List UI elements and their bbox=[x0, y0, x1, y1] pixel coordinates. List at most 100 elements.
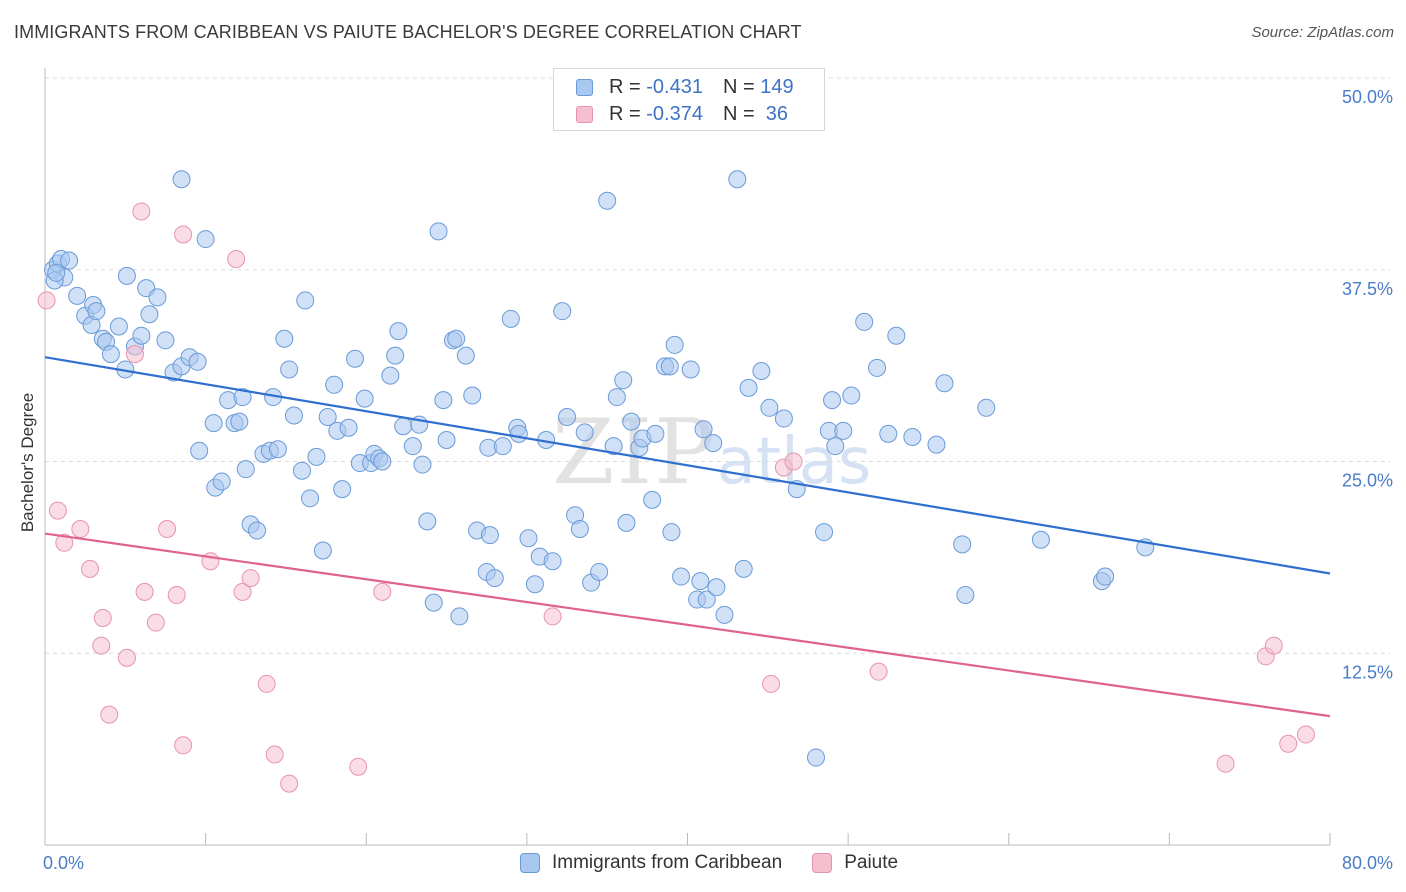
trend-lines bbox=[44, 356, 1331, 718]
r-label: R = bbox=[609, 75, 647, 98]
point-caribbean-91 bbox=[519, 529, 538, 548]
point-caribbean-90 bbox=[509, 424, 528, 443]
legend-label-paiute: Paiute bbox=[844, 852, 899, 873]
paiute-legend-swatch bbox=[812, 853, 833, 873]
point-paiute-30 bbox=[869, 662, 888, 681]
r-value: -0.374 bbox=[646, 102, 703, 125]
point-caribbean-131 bbox=[774, 409, 793, 428]
point-paiute-1 bbox=[48, 501, 67, 520]
point-caribbean-100 bbox=[575, 423, 594, 442]
n-label: N = bbox=[722, 102, 761, 125]
point-paiute-26 bbox=[543, 607, 562, 626]
point-paiute-11 bbox=[135, 582, 154, 601]
point-paiute-5 bbox=[93, 608, 112, 627]
point-caribbean-114 bbox=[660, 357, 679, 376]
legend-item-paiute: Paiute bbox=[812, 852, 898, 874]
point-caribbean-111 bbox=[643, 490, 662, 509]
point-caribbean-88 bbox=[501, 309, 520, 328]
point-caribbean-57 bbox=[339, 418, 358, 437]
point-caribbean-60 bbox=[355, 389, 374, 408]
point-paiute-29 bbox=[784, 452, 803, 471]
point-caribbean-14 bbox=[101, 345, 120, 364]
point-caribbean-6 bbox=[47, 263, 66, 282]
point-caribbean-116 bbox=[665, 335, 684, 354]
point-caribbean-53 bbox=[318, 408, 337, 427]
point-caribbean-106 bbox=[614, 371, 633, 390]
chart-title: IMMIGRANTS FROM CARIBBEAN VS PAIUTE BACH… bbox=[14, 22, 802, 42]
n-value: 149 bbox=[760, 75, 794, 98]
point-caribbean-78 bbox=[447, 329, 466, 348]
point-paiute-15 bbox=[174, 736, 193, 755]
point-paiute-25 bbox=[373, 582, 392, 601]
grid-lines bbox=[45, 77, 1390, 654]
point-paiute-18 bbox=[227, 250, 246, 269]
point-paiute-2 bbox=[55, 533, 74, 552]
point-caribbean-136 bbox=[823, 391, 842, 410]
point-caribbean-97 bbox=[558, 408, 577, 427]
point-caribbean-128 bbox=[739, 378, 758, 397]
point-caribbean-75 bbox=[434, 391, 453, 410]
r-value: -0.431 bbox=[646, 75, 703, 98]
point-caribbean-146 bbox=[935, 374, 954, 393]
point-caribbean-129 bbox=[752, 361, 771, 380]
trend-line-paiute bbox=[44, 532, 1331, 718]
r-label: R = bbox=[609, 102, 647, 125]
point-paiute-10 bbox=[132, 202, 151, 221]
point-caribbean-125 bbox=[715, 605, 734, 624]
point-caribbean-130 bbox=[760, 398, 779, 417]
point-caribbean-149 bbox=[977, 398, 996, 417]
point-paiute-33 bbox=[1264, 636, 1283, 655]
point-caribbean-81 bbox=[463, 386, 482, 405]
point-caribbean-144 bbox=[903, 427, 922, 446]
point-caribbean-17 bbox=[117, 266, 136, 285]
point-caribbean-108 bbox=[622, 412, 641, 431]
point-caribbean-138 bbox=[834, 421, 853, 440]
point-caribbean-85 bbox=[480, 526, 499, 545]
point-paiute-12 bbox=[146, 613, 165, 632]
point-caribbean-40 bbox=[248, 521, 267, 540]
point-paiute-19 bbox=[233, 582, 252, 601]
y-tick-label-1: 37.5% bbox=[1342, 279, 1393, 299]
point-paiute-8 bbox=[117, 648, 136, 667]
point-caribbean-72 bbox=[418, 512, 437, 531]
point-caribbean-36 bbox=[230, 412, 249, 431]
point-caribbean-33 bbox=[212, 472, 231, 491]
stats-legend-row-caribbean: R = -0.431 N = 149 bbox=[576, 75, 794, 99]
axis-labels: 50.0% 37.5% 25.0% 12.5% 0.0% 80.0% Bachelor's … bbox=[18, 87, 1393, 873]
data-points bbox=[37, 170, 1315, 793]
point-caribbean-45 bbox=[275, 329, 294, 348]
point-caribbean-150 bbox=[1031, 530, 1050, 549]
point-caribbean-117 bbox=[672, 567, 691, 586]
point-caribbean-52 bbox=[313, 541, 332, 560]
point-caribbean-58 bbox=[346, 349, 365, 368]
point-caribbean-121 bbox=[694, 420, 713, 439]
point-caribbean-15 bbox=[109, 317, 128, 336]
n-label: N = bbox=[722, 75, 761, 98]
stats-legend-row-paiute: R = -0.374 N = 36 bbox=[576, 102, 788, 126]
point-caribbean-48 bbox=[293, 461, 311, 480]
point-caribbean-127 bbox=[734, 559, 753, 578]
point-caribbean-95 bbox=[543, 552, 562, 571]
axes bbox=[44, 68, 1331, 846]
point-caribbean-51 bbox=[307, 447, 326, 466]
point-caribbean-69 bbox=[403, 437, 422, 456]
point-caribbean-103 bbox=[598, 191, 617, 210]
point-caribbean-66 bbox=[386, 346, 405, 365]
point-caribbean-54 bbox=[325, 375, 344, 394]
point-caribbean-134 bbox=[815, 523, 834, 542]
x-tick-label-0: 0.0% bbox=[43, 853, 84, 873]
point-caribbean-29 bbox=[172, 170, 191, 189]
point-caribbean-133 bbox=[807, 748, 825, 767]
point-paiute-21 bbox=[257, 674, 276, 693]
point-caribbean-11 bbox=[87, 302, 106, 321]
point-caribbean-105 bbox=[607, 388, 626, 407]
point-caribbean-79 bbox=[450, 607, 469, 626]
point-caribbean-49 bbox=[296, 291, 315, 310]
point-paiute-22 bbox=[265, 745, 284, 764]
point-paiute-14 bbox=[167, 585, 186, 604]
point-caribbean-46 bbox=[280, 360, 299, 379]
point-caribbean-122 bbox=[697, 590, 716, 609]
point-caribbean-27 bbox=[188, 352, 207, 371]
y-tick-label-3: 12.5% bbox=[1342, 662, 1393, 682]
